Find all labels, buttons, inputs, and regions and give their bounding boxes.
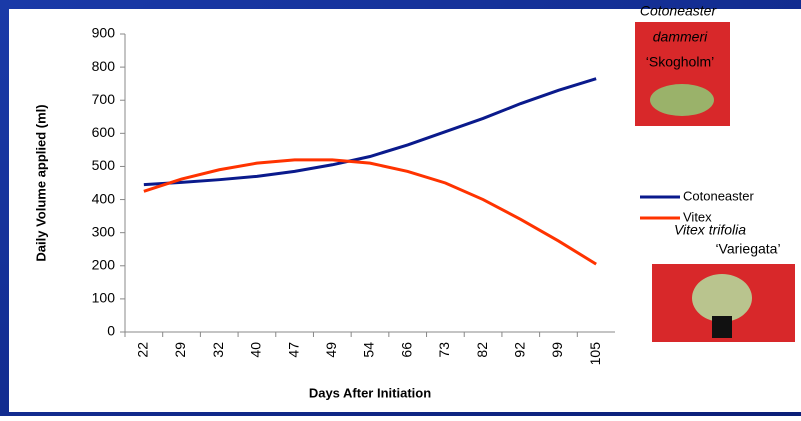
legend-label: Cotoneaster [683,188,754,203]
x-tick-label: 40 [248,342,264,358]
y-tick-label: 100 [92,290,116,306]
x-tick-label: 22 [135,342,151,358]
photo-caption: Vitex trifolia [674,222,746,238]
y-tick-label: 200 [92,256,116,272]
x-tick-label: 49 [323,342,339,358]
x-tick-label: 32 [210,342,226,358]
pot [712,316,732,338]
plant [650,84,714,116]
y-tick-label: 800 [92,58,116,74]
y-tick-label: 0 [107,323,115,339]
photo-caption: Cotoneaster [640,3,718,19]
y-tick-label: 400 [92,190,116,206]
y-tick-label: 600 [92,124,116,140]
slide: Days After Initiation Daily Volume appli… [0,0,801,416]
x-tick-label: 66 [398,342,414,358]
x-tick-label: 54 [361,342,377,358]
y-axis-title: Daily Volume applied (ml) [33,104,48,261]
y-tick-label: 700 [92,91,116,107]
x-tick-label: 105 [587,342,603,366]
x-axis-title: Days After Initiation [309,385,431,400]
x-tick-label: 92 [511,342,527,358]
photo-caption: ‘Variegata’ [715,241,780,257]
x-tick-label: 73 [436,342,452,358]
x-tick-label: 82 [474,342,490,358]
y-tick-label: 900 [92,25,116,41]
x-tick-label: 29 [172,342,188,358]
photo-caption: dammeri [653,29,708,45]
x-tick-label: 47 [285,342,301,358]
photo-caption: ‘Skogholm’ [646,54,714,70]
y-tick-label: 500 [92,157,116,173]
y-tick-label: 300 [92,223,116,239]
plant [692,274,752,322]
x-tick-label: 99 [549,342,565,358]
